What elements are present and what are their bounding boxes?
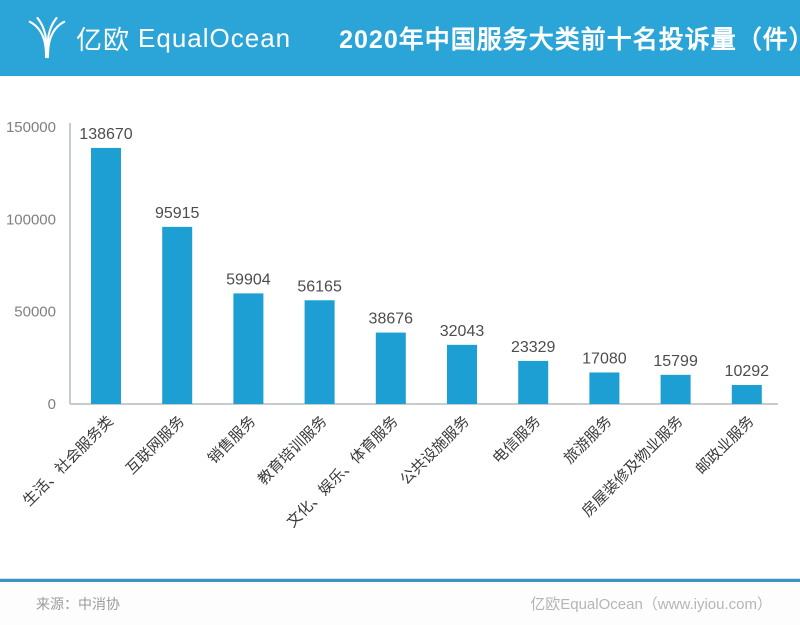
x-axis-category-label: 邮政业服务 [693,413,758,478]
bar [660,374,691,404]
footer-bar: 来源：中消协 亿欧EqualOcean（www.iyiou.com） [0,582,800,625]
y-axis-tick-label: 0 [48,396,56,413]
page-title: 2020年中国服务大类前十名投诉量（件） [339,26,800,54]
bar [162,226,193,404]
x-axis-category-label: 教育培训服务 [255,413,331,489]
bar [731,384,762,404]
bar-value-label: 23329 [511,339,556,356]
logo-text-cn: 亿欧 [76,24,131,55]
bar-chart: 0 50000 100000 150000 138670 生活、社会服务类 95915 互联网… [6,119,778,531]
equalocean-logo-icon [26,15,68,61]
bar [518,360,549,404]
bar [375,332,406,404]
bar-value-label: 95915 [155,205,200,222]
credit-label: 亿欧EqualOcean（www.iyiou.com） [530,596,772,613]
x-axis-category-label: 旅游服务 [561,413,615,467]
x-axis-category-label: 销售服务 [205,413,259,467]
y-axis-tick-label: 50000 [14,304,56,321]
x-axis-category-label: 生活、社会服务类 [20,413,117,510]
bar-value-label: 59904 [226,271,271,288]
bar [589,372,620,404]
x-axis-category-label: 公共设施服务 [397,413,473,489]
x-axis-category-label: 互联网服务 [123,413,188,478]
bar-value-label: 17080 [582,350,627,367]
y-axis-tick-label: 150000 [6,119,56,136]
bar-value-label: 15799 [653,353,698,370]
bar [304,300,335,404]
y-axis-tick-label: 100000 [6,211,56,228]
bar [91,147,121,404]
x-axis-category-label: 电信服务 [490,413,544,467]
bar-value-label: 138670 [79,126,132,143]
chart-area: 0 50000 100000 150000 138670 生活、社会服务类 95915 互联网… [0,76,800,578]
equalocean-logo: 亿欧 EqualOcean [26,15,291,61]
source-label: 来源：中消协 [36,595,120,612]
logo-text-en: EqualOcean [138,22,292,53]
bar [233,293,264,404]
footer-separator [0,578,800,582]
bar-value-label: 38676 [369,311,414,328]
bar-value-label: 32043 [440,323,485,340]
bar-value-label: 56165 [297,278,342,295]
bar-value-label: 10292 [725,363,770,380]
header-bar: 亿欧 EqualOcean 2020年中国服务大类前十名投诉量（件） [0,0,800,76]
bar [447,344,477,404]
